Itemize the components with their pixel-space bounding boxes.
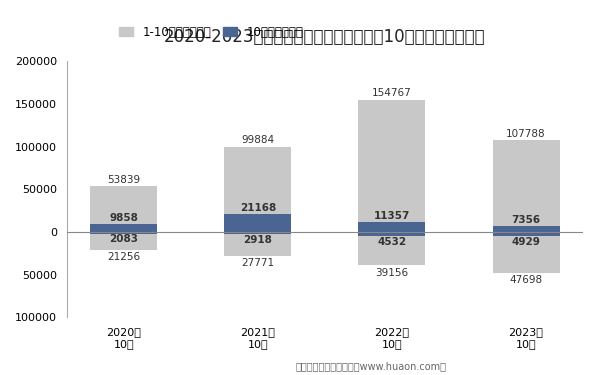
Title: 2020-2023年银川市商品收发货人所在地10月进、出口额统计: 2020-2023年银川市商品收发货人所在地10月进、出口额统计 [164,28,486,46]
Bar [493,226,560,232]
Text: 7356: 7356 [511,215,541,225]
Bar [358,222,425,232]
Bar [358,232,425,266]
Text: 2083: 2083 [109,234,138,244]
Text: 99884: 99884 [242,135,274,146]
Bar [493,232,560,236]
Bar [493,232,560,273]
Bar [358,232,425,236]
Text: 2918: 2918 [243,235,272,245]
Text: 制图：华经产业研究院（www.huaon.com）: 制图：华经产业研究院（www.huaon.com） [295,361,446,371]
Text: 47698: 47698 [509,275,542,285]
Bar [224,232,291,256]
Text: 154767: 154767 [372,88,412,99]
Bar [224,147,291,232]
Text: 21168: 21168 [240,203,276,213]
Text: 39156: 39156 [376,268,408,278]
Bar [90,232,157,250]
Text: 107788: 107788 [507,129,546,139]
Text: 4532: 4532 [377,237,407,246]
Bar [90,224,157,232]
Bar [90,232,157,234]
Bar [493,140,560,232]
Text: 53839: 53839 [107,175,141,185]
Bar [90,186,157,232]
Text: 11357: 11357 [374,211,410,221]
Bar [224,232,291,234]
Legend: 1-10月（万美元）, 10月（万美元）: 1-10月（万美元）, 10月（万美元） [114,21,308,43]
Bar [224,214,291,232]
Text: 9858: 9858 [109,213,138,223]
Bar [358,100,425,232]
Text: 21256: 21256 [107,252,141,262]
Text: 27771: 27771 [242,258,274,268]
Text: 4929: 4929 [511,237,541,247]
